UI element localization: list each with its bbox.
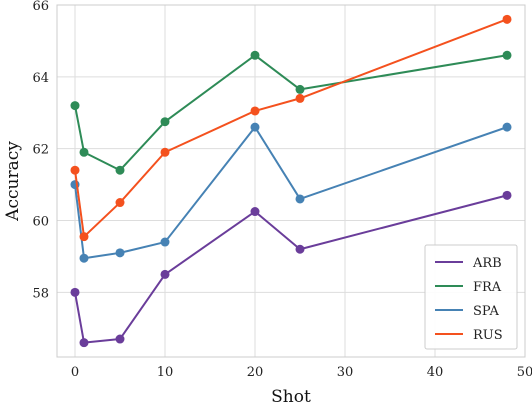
x-tick-label: 10 [157,365,174,380]
y-tick-label: 58 [32,286,49,301]
data-point-fra [502,50,512,60]
y-axis-label: Accuracy [3,141,23,222]
data-point-fra [250,50,260,60]
series-line-fra [74,54,508,172]
data-point-spa [250,122,260,132]
y-tick-label: 60 [32,215,49,230]
legend-label-arb: ARB [472,256,502,271]
x-tick-label: 30 [337,365,354,380]
data-point-rus [295,93,305,103]
legend-item-arb: ARB [435,256,502,271]
legend-box [424,244,518,350]
legend-label-rus: RUS [473,328,503,343]
data-point-fra [70,101,80,111]
data-point-rus [250,106,260,116]
y-tick-label: 66 [32,0,49,14]
data-point-arb [70,287,80,297]
series-lines [70,14,512,348]
data-point-fra [160,117,170,127]
data-point-spa [160,237,170,247]
y-axis-ticks: 58 60 62 64 66 [32,0,49,301]
legend: ARB FRA SPA RUS [424,244,518,350]
x-tick-label: 40 [427,365,444,380]
x-axis-ticks: 0 10 20 30 40 50 [71,365,532,380]
data-point-rus [160,147,170,157]
x-tick-label: 50 [517,365,532,380]
x-tick-label: 0 [71,365,79,380]
legend-item-fra: FRA [435,280,502,295]
series-line-rus [74,18,508,238]
legend-item-spa: SPA [435,304,499,319]
data-point-spa [115,248,125,258]
legend-label-spa: SPA [473,304,499,319]
x-tick-label: 20 [247,365,264,380]
data-point-arb [160,269,170,279]
series-rus [70,14,512,242]
series-line-spa [74,126,508,260]
data-point-fra [295,84,305,94]
data-point-spa [79,253,89,263]
data-point-spa [502,122,512,132]
plot-frame [56,4,526,358]
data-point-rus [115,198,125,208]
data-point-rus [502,14,512,24]
data-point-arb [295,244,305,254]
legend-item-rus: RUS [435,328,503,343]
data-point-fra [79,147,89,157]
data-point-arb [502,190,512,200]
series-fra [70,50,512,175]
data-point-arb [115,334,125,344]
x-axis-label: Shot [271,387,311,406]
legend-label-fra: FRA [473,280,502,295]
data-point-spa [295,194,305,204]
data-point-rus [70,165,80,175]
data-point-fra [115,165,125,175]
data-point-arb [250,207,260,217]
series-arb [70,190,512,348]
data-point-rus [79,232,89,242]
data-point-arb [79,338,89,348]
y-tick-label: 62 [32,143,49,158]
y-tick-label: 64 [32,71,49,86]
series-spa [70,122,512,263]
